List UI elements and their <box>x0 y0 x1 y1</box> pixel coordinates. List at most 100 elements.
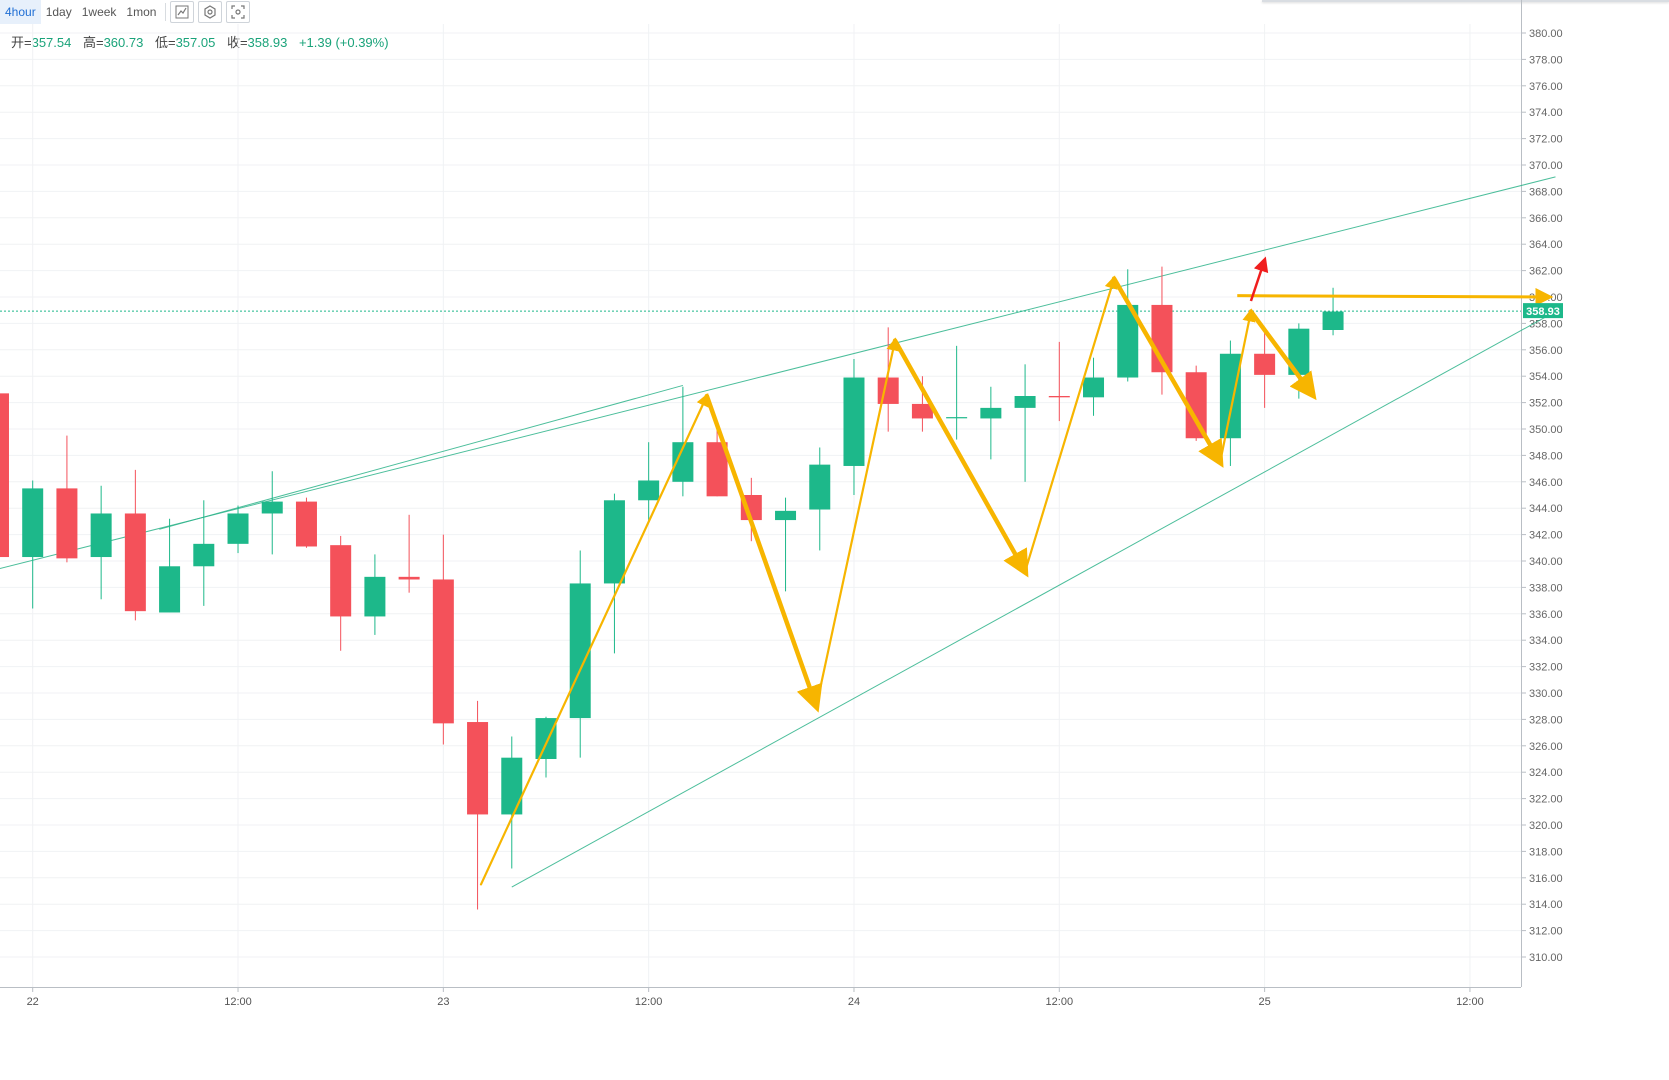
candle <box>946 345 968 440</box>
change-value: +1.39 (+0.39%) <box>298 35 389 50</box>
candle-body <box>1288 328 1310 375</box>
candle-body <box>535 718 557 759</box>
candle <box>90 485 112 600</box>
y-tick-label: 366.00 <box>1529 213 1563 225</box>
y-tick-label: 380.00 <box>1529 28 1563 40</box>
candle-body <box>22 488 44 558</box>
candle <box>467 700 489 910</box>
x-tick-label: 12:00 <box>635 996 663 1008</box>
low-label: 低= <box>154 35 176 50</box>
candle-body <box>843 377 865 466</box>
candle-body <box>877 377 899 404</box>
top-overlay-bar <box>1262 0 1669 2</box>
candle <box>1083 357 1105 416</box>
chart-type-button[interactable] <box>170 1 195 23</box>
candle <box>398 514 420 593</box>
y-tick-label: 312.00 <box>1529 926 1563 938</box>
y-tick-label: 352.00 <box>1529 398 1563 410</box>
horizontal-target-arrow <box>1237 287 1554 306</box>
trendline-lower-support <box>511 311 1556 888</box>
candle <box>843 359 865 495</box>
y-tick-label: 372.00 <box>1529 134 1563 146</box>
candle-body <box>911 403 933 419</box>
candle-body <box>706 442 728 497</box>
toolbar: 4hour 1day 1week 1mon <box>0 0 251 24</box>
candle <box>432 534 454 745</box>
candle-body <box>295 501 317 547</box>
open-value: 357.54 <box>31 35 72 50</box>
chart-type-icon <box>175 5 189 19</box>
candle <box>330 535 352 651</box>
screenshot-button[interactable] <box>226 1 251 23</box>
candle <box>124 469 146 621</box>
settings-button[interactable] <box>198 1 223 23</box>
y-tick-label: 332.00 <box>1529 662 1563 674</box>
zigzag-arrow <box>1111 276 1224 468</box>
candle-body <box>261 501 283 514</box>
timeframe-1day[interactable]: 1day <box>45 5 72 19</box>
x-tick-label: 23 <box>437 996 449 1008</box>
candle <box>603 493 625 654</box>
low-value: 357.05 <box>175 35 216 50</box>
y-tick-label: 348.00 <box>1529 450 1563 462</box>
candle-body <box>1254 353 1276 375</box>
annotations <box>479 256 1554 886</box>
last-price-tag-label: 358.93 <box>1526 306 1560 318</box>
candle <box>1219 340 1241 466</box>
last-price-tag-bg <box>1523 303 1563 319</box>
candle <box>1048 341 1070 422</box>
timeframe-1week[interactable]: 1week <box>81 5 117 19</box>
toolbar-separator <box>165 3 167 21</box>
candle <box>1185 365 1207 441</box>
candle-body <box>946 417 968 419</box>
y-tick-label: 334.00 <box>1529 635 1563 647</box>
candle-body <box>809 464 831 510</box>
trendline-upper-left-segment <box>159 384 684 530</box>
candle-body <box>603 500 625 584</box>
candle <box>809 447 831 551</box>
x-tick-label: 22 <box>27 996 39 1008</box>
zigzag-arrow <box>1023 275 1118 573</box>
close-value: 358.93 <box>247 35 288 50</box>
candle <box>706 422 728 497</box>
candle-body <box>569 583 591 719</box>
candle-body <box>1219 353 1241 439</box>
candle-body <box>432 579 454 724</box>
candle-body <box>193 543 215 567</box>
candle <box>193 500 215 606</box>
candle <box>569 550 591 758</box>
y-tick-label: 344.00 <box>1529 503 1563 515</box>
candle-body <box>330 545 352 617</box>
y-tick-label: 310.00 <box>1529 952 1563 964</box>
y-tick-label: 346.00 <box>1529 477 1563 489</box>
timeframe-1mon[interactable]: 1mon <box>126 5 157 19</box>
y-tick-label: 342.00 <box>1529 530 1563 542</box>
candle <box>261 471 283 555</box>
candle-body <box>398 576 420 580</box>
candle-body <box>501 757 523 815</box>
candle-body <box>467 722 489 815</box>
y-tick-label: 358.00 <box>1529 318 1563 330</box>
x-axis-ticks: 2212:002312:002412:002512:002612:002712:… <box>27 987 1484 1008</box>
candle <box>295 497 317 548</box>
settings-icon <box>204 5 217 19</box>
y-tick-label: 318.00 <box>1529 846 1563 858</box>
candle <box>159 518 181 613</box>
y-tick-label: 328.00 <box>1529 714 1563 726</box>
y-tick-label: 374.00 <box>1529 107 1563 119</box>
candle-body <box>0 393 9 558</box>
y-tick-label: 336.00 <box>1529 609 1563 621</box>
y-tick-label: 378.00 <box>1529 54 1563 66</box>
candle-body <box>1014 396 1036 408</box>
y-tick-label: 326.00 <box>1529 741 1563 753</box>
candle <box>364 554 386 635</box>
y-tick-label: 376.00 <box>1529 81 1563 93</box>
candle <box>501 736 523 869</box>
zigzag-arrow <box>479 393 709 886</box>
y-tick-label: 350.00 <box>1529 424 1563 436</box>
candle <box>0 393 9 558</box>
x-tick-label: 12:00 <box>224 996 252 1008</box>
timeframe-4hour[interactable]: 4hour <box>0 0 41 24</box>
trendlines <box>0 176 1556 888</box>
